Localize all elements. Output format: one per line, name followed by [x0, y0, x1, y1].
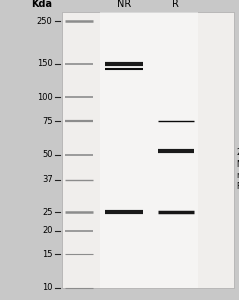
Text: 250: 250: [37, 17, 53, 26]
Text: 2ug loading
NR=Non-
reduced
R=reduced: 2ug loading NR=Non- reduced R=reduced: [237, 148, 239, 191]
Text: 50: 50: [42, 150, 53, 159]
Text: R: R: [172, 0, 179, 9]
Text: 100: 100: [37, 93, 53, 102]
Text: 15: 15: [42, 250, 53, 259]
Text: 37: 37: [42, 175, 53, 184]
FancyBboxPatch shape: [62, 12, 234, 288]
Text: 20: 20: [42, 226, 53, 235]
Text: 25: 25: [42, 208, 53, 217]
Text: 10: 10: [42, 284, 53, 292]
Text: Kda: Kda: [32, 0, 53, 9]
Text: 75: 75: [42, 117, 53, 126]
Text: NR: NR: [117, 0, 131, 9]
FancyBboxPatch shape: [100, 12, 198, 288]
Text: 150: 150: [37, 59, 53, 68]
